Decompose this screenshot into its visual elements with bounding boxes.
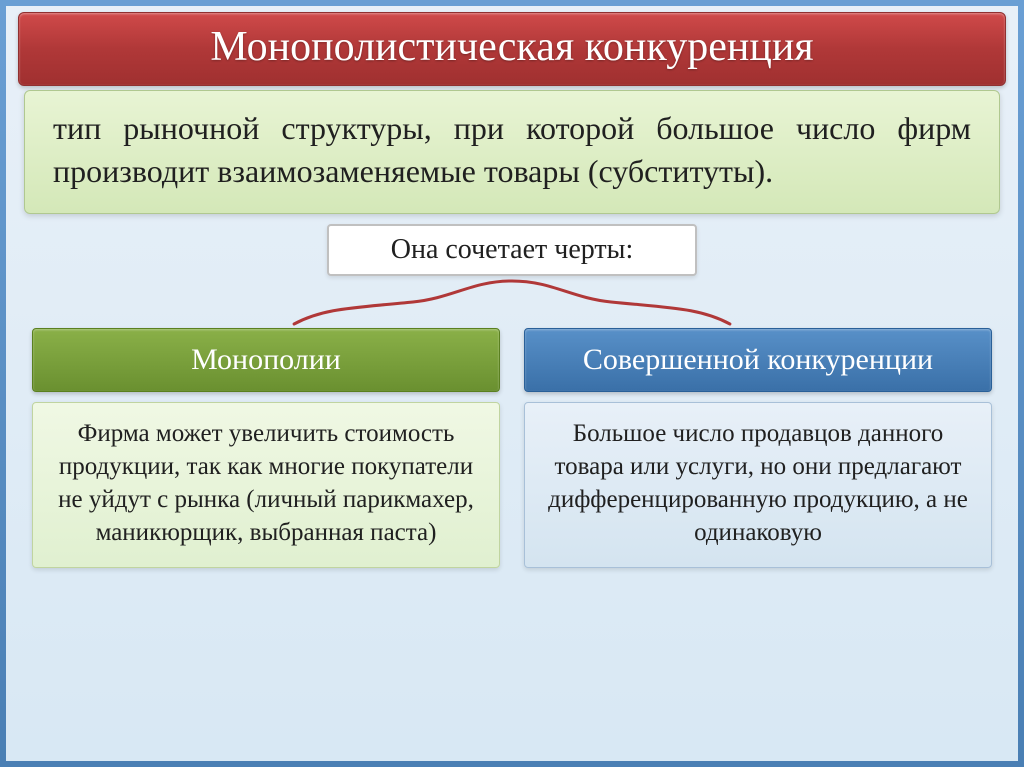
slide: Монополистическая конкуренция тип рыночн…	[0, 0, 1024, 767]
comparison-columns: Монополии Фирма может увеличить стоимост…	[32, 328, 992, 568]
definition-box: тип рыночной структуры, при которой боль…	[24, 90, 1000, 214]
monopoly-column: Монополии Фирма может увеличить стоимост…	[32, 328, 500, 568]
slide-title: Монополистическая конкуренция	[18, 12, 1006, 86]
brace-connector	[96, 278, 928, 328]
monopoly-body: Фирма может увеличить стоимость продукци…	[32, 402, 500, 568]
combines-label: Она сочетает черты:	[327, 224, 697, 276]
perfect-competition-heading: Совершенной конкуренции	[524, 328, 992, 392]
monopoly-heading: Монополии	[32, 328, 500, 392]
perfect-competition-body: Большое число продавцов данного товара и…	[524, 402, 992, 568]
perfect-competition-column: Совершенной конкуренции Большое число пр…	[524, 328, 992, 568]
